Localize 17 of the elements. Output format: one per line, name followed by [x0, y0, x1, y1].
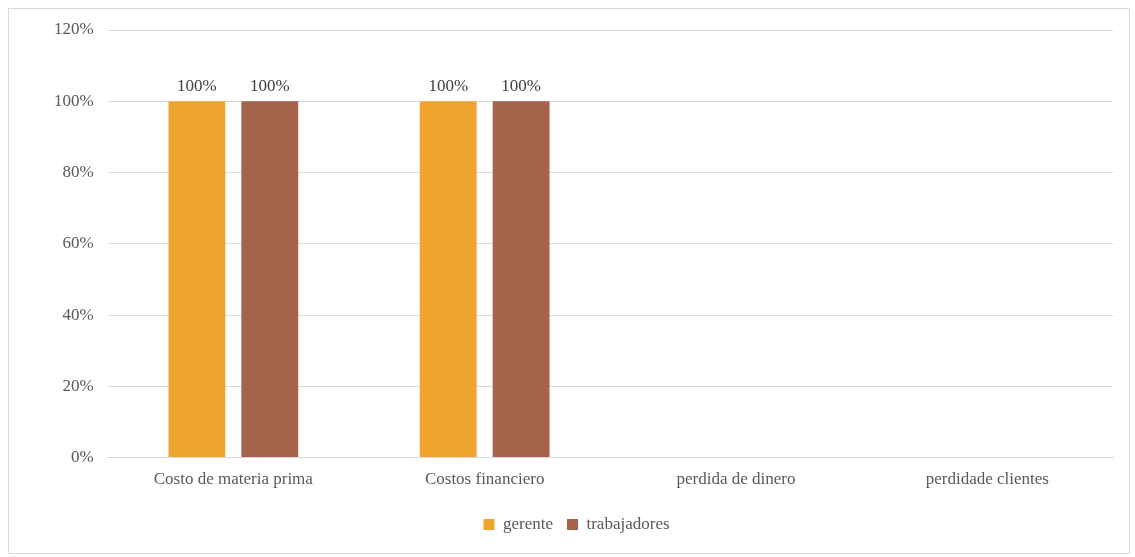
- y-tick-label: 80%: [62, 162, 94, 181]
- x-tick-label: Costo de materia prima: [153, 469, 314, 489]
- data-label: 100%: [249, 76, 290, 96]
- x-tick-label: perdidade clientes: [925, 469, 1049, 489]
- legend-label: gerente: [502, 513, 553, 533]
- y-tick-label: 100%: [53, 90, 94, 110]
- y-tick-label: 0%: [70, 447, 94, 467]
- data-label: 100%: [501, 76, 541, 96]
- y-tick-label: 120%: [53, 19, 94, 39]
- x-tick-label: perdida de dinero: [676, 469, 796, 489]
- y-tick-label: 60%: [62, 233, 94, 253]
- y-tick-label: 20%: [62, 375, 94, 395]
- x-tick-label: Costos financiero: [424, 469, 545, 489]
- data-label: 100%: [177, 76, 217, 96]
- y-tick-label: 40%: [62, 304, 94, 324]
- data-label: 100%: [428, 76, 469, 96]
- legend-label: trabajadores: [586, 513, 670, 533]
